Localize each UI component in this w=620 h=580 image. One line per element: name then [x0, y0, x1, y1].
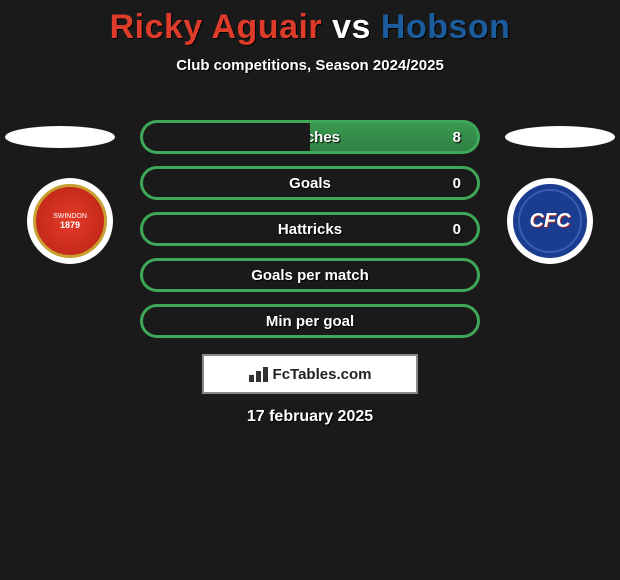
team1-badge-inner: SWINDON 1879 — [33, 184, 107, 258]
brand-box: FcTables.com — [202, 354, 418, 394]
stat-label: Goals per match — [251, 267, 369, 284]
stat-label: Goals — [289, 175, 331, 192]
team1-badge: SWINDON 1879 — [27, 178, 113, 264]
player1-platform — [5, 126, 115, 148]
subtitle: Club competitions, Season 2024/2025 — [0, 57, 620, 74]
team2-badge: CFC — [507, 178, 593, 264]
stat-value: 0 — [453, 221, 461, 238]
team2-badge-text: CFC — [529, 210, 570, 233]
team1-badge-year: 1879 — [60, 220, 80, 230]
player2-name: Hobson — [381, 8, 511, 46]
date-text: 17 february 2025 — [0, 408, 620, 426]
team2-badge-inner: CFC — [513, 184, 587, 258]
chart-icon — [249, 366, 269, 382]
stat-bar-1: Goals 0 — [140, 166, 480, 200]
comparison-title: Ricky Aguair vs Hobson — [0, 0, 620, 47]
stat-value: 8 — [453, 129, 461, 146]
stat-bars: Matches8 Goals 0 Hattricks 0 Goals per match M… — [140, 120, 480, 350]
stat-bar-3: Goals per match — [140, 258, 480, 292]
player2-platform — [505, 126, 615, 148]
brand-text: FcTables.com — [273, 366, 372, 383]
stat-label: Hattricks — [278, 221, 342, 238]
player1-name: Ricky Aguair — [110, 8, 323, 46]
stat-bar-0: Matches8 — [140, 120, 480, 154]
team1-badge-text: SWINDON — [53, 213, 87, 220]
stat-bar-4: Min per goal — [140, 304, 480, 338]
stat-value: 0 — [453, 175, 461, 192]
stat-label: Min per goal — [266, 313, 354, 330]
vs-text: vs — [332, 8, 371, 46]
stat-bar-2: Hattricks 0 — [140, 212, 480, 246]
